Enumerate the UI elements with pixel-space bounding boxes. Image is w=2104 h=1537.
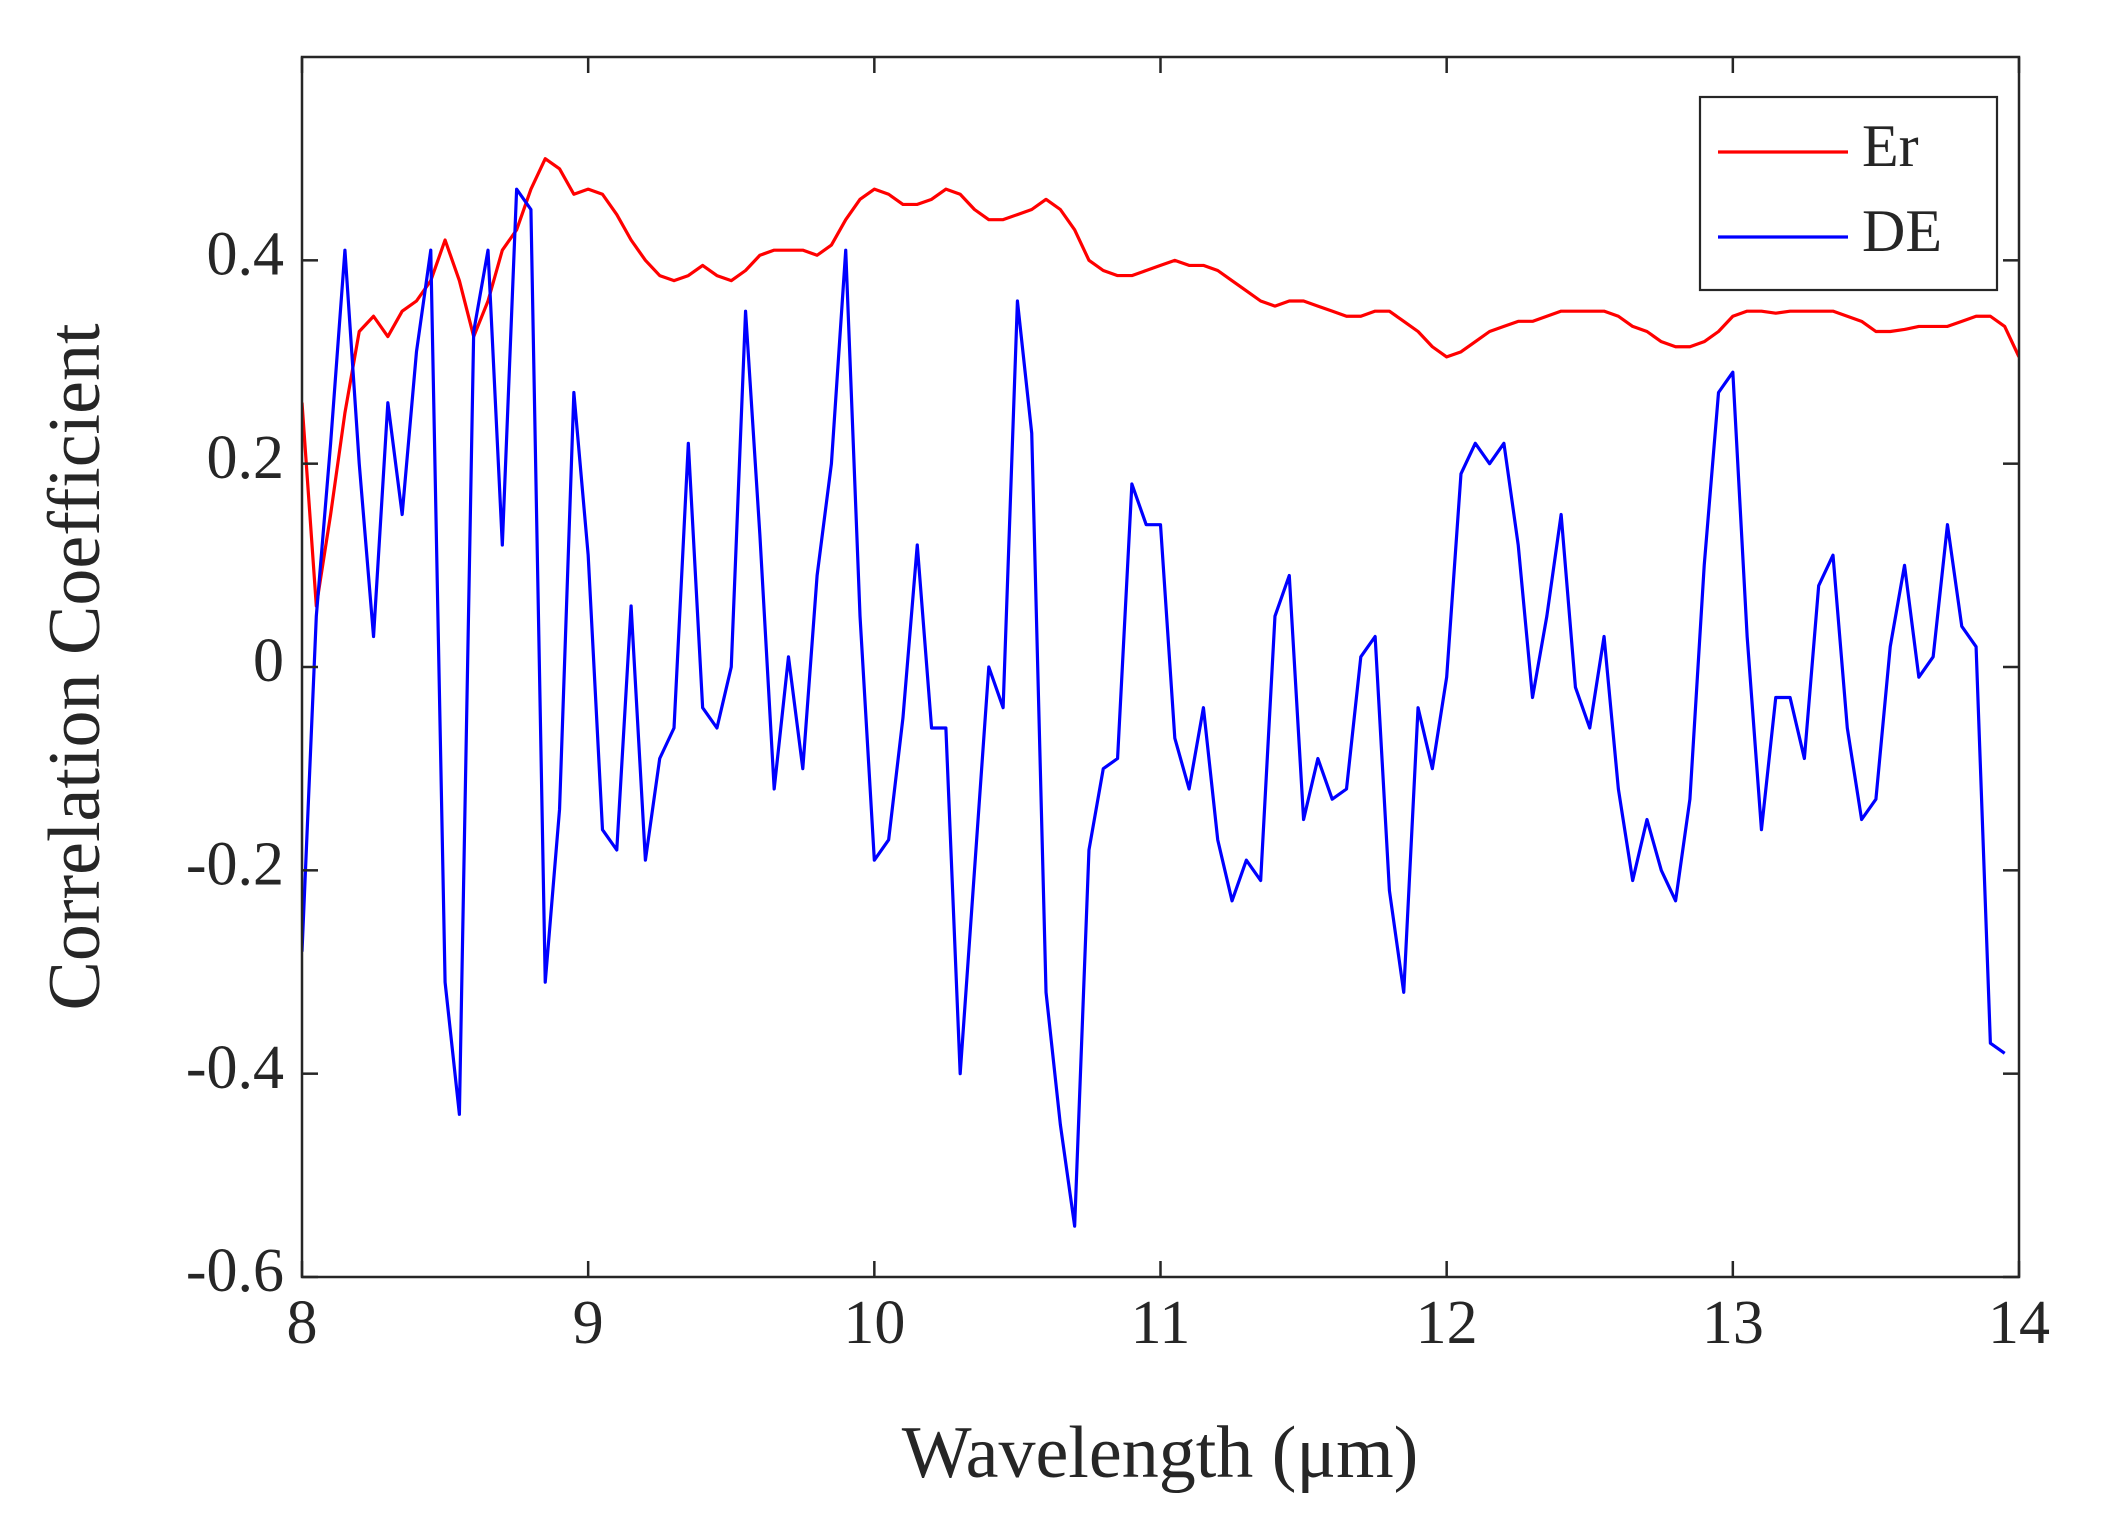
x-tick-label: 14: [1988, 1289, 2050, 1357]
y-axis-label: Correlation Coefficient: [34, 323, 116, 1010]
x-tick-label: 9: [573, 1289, 604, 1357]
x-tick-label: 11: [1131, 1289, 1191, 1357]
x-tick-label: 10: [843, 1289, 905, 1357]
series-line: [302, 157, 2019, 608]
y-tick-label: -0.6: [186, 1237, 284, 1305]
y-tick-label: -0.2: [186, 831, 284, 899]
y-tick-label: -0.4: [186, 1034, 284, 1102]
x-tick-label: 13: [1702, 1289, 1764, 1357]
x-tick-label: 8: [287, 1289, 318, 1357]
legend-label: DE: [1862, 198, 1942, 264]
legend-label: Er: [1862, 113, 1919, 179]
x-tick-label: 12: [1416, 1289, 1478, 1357]
y-tick-label: 0.2: [207, 424, 285, 492]
x-axis-label: Wavelength (μm): [902, 1412, 1419, 1494]
y-tick-label: 0.4: [207, 221, 285, 289]
series-line: [302, 187, 2006, 1228]
legend-box: [1698, 95, 1999, 292]
y-tick-label: 0: [253, 627, 284, 695]
